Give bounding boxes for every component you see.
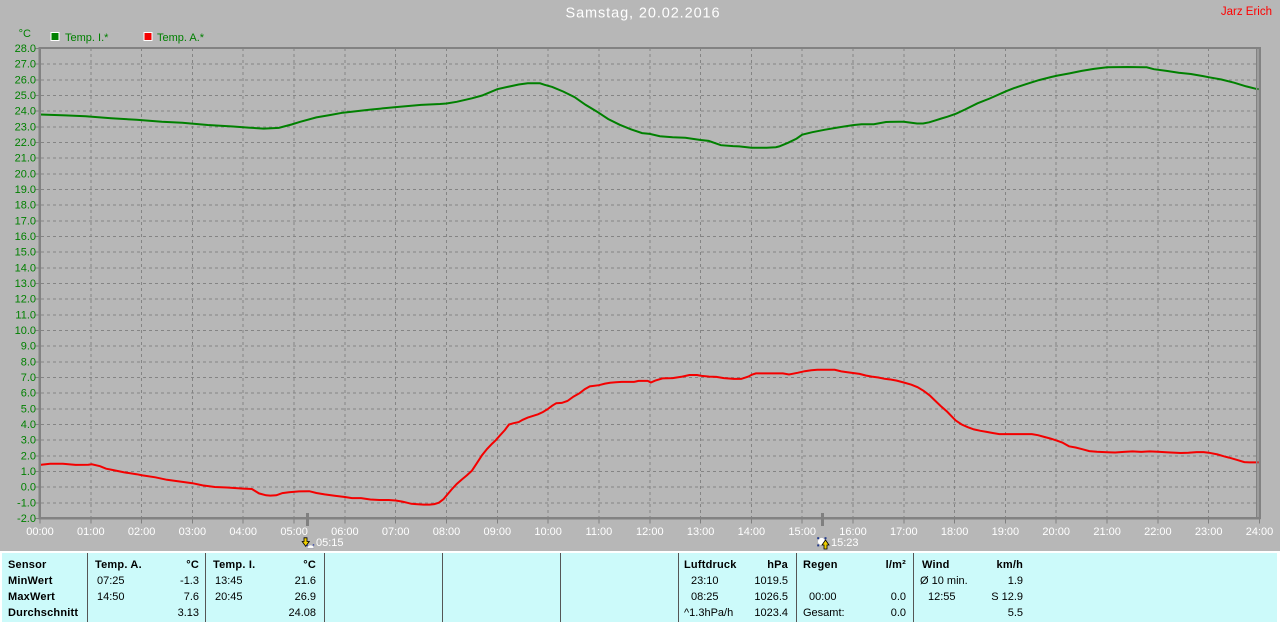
- svg-text:15:23: 15:23: [831, 537, 859, 549]
- svg-text:22:00: 22:00: [1144, 526, 1172, 538]
- svg-text:8.0: 8.0: [21, 356, 36, 368]
- svg-text:11:00: 11:00: [586, 526, 613, 538]
- svg-text:13:00: 13:00: [687, 526, 715, 538]
- svg-text:08:00: 08:00: [433, 526, 461, 538]
- svg-text:10:00: 10:00: [534, 526, 562, 538]
- svg-text:18.0: 18.0: [15, 200, 36, 212]
- svg-text:06:00: 06:00: [331, 526, 359, 538]
- svg-text:2.0: 2.0: [21, 450, 36, 462]
- svg-text:15.0: 15.0: [15, 247, 36, 259]
- svg-text:21:00: 21:00: [1093, 526, 1121, 538]
- svg-text:07:00: 07:00: [382, 526, 410, 538]
- svg-text:22.0: 22.0: [15, 137, 36, 149]
- svg-text:00:00: 00:00: [26, 526, 54, 538]
- svg-text:05:15: 05:15: [316, 537, 344, 549]
- svg-text:17:00: 17:00: [890, 526, 918, 538]
- svg-text:26.0: 26.0: [15, 74, 36, 86]
- svg-text:17.0: 17.0: [15, 215, 36, 227]
- svg-text:-2.0: -2.0: [17, 513, 36, 525]
- svg-text:19.0: 19.0: [15, 184, 36, 196]
- svg-text:11.0: 11.0: [15, 309, 36, 321]
- svg-text:Temp. A.*: Temp. A.*: [157, 32, 205, 44]
- svg-text:23.0: 23.0: [15, 121, 36, 133]
- svg-text:21.0: 21.0: [15, 153, 36, 165]
- svg-text:Temp. I.*: Temp. I.*: [65, 32, 109, 44]
- svg-text:20.0: 20.0: [15, 168, 36, 180]
- svg-text:1.0: 1.0: [21, 466, 36, 478]
- svg-text:10.0: 10.0: [15, 325, 36, 337]
- svg-text:01:00: 01:00: [77, 526, 105, 538]
- svg-text:15:00: 15:00: [788, 526, 816, 538]
- svg-text:12:00: 12:00: [636, 526, 664, 538]
- svg-text:24.0: 24.0: [15, 106, 36, 118]
- svg-text:23:00: 23:00: [1195, 526, 1223, 538]
- svg-text:6.0: 6.0: [21, 388, 36, 400]
- svg-text:28.0: 28.0: [15, 43, 36, 55]
- svg-text:Samstag, 20.02.2016: Samstag, 20.02.2016: [566, 6, 721, 22]
- svg-text:03:00: 03:00: [179, 526, 207, 538]
- svg-text:13.0: 13.0: [15, 278, 36, 290]
- svg-text:3.0: 3.0: [21, 435, 36, 447]
- svg-text:19:00: 19:00: [992, 526, 1020, 538]
- svg-text:14:00: 14:00: [738, 526, 766, 538]
- svg-text:09:00: 09:00: [484, 526, 512, 538]
- svg-text:04:00: 04:00: [229, 526, 257, 538]
- svg-text:27.0: 27.0: [15, 59, 36, 71]
- svg-text:05:00: 05:00: [280, 526, 308, 538]
- svg-text:20:00: 20:00: [1042, 526, 1070, 538]
- svg-text:5.0: 5.0: [21, 403, 36, 415]
- svg-text:25.0: 25.0: [15, 90, 36, 102]
- svg-text:18:00: 18:00: [941, 526, 969, 538]
- svg-text:9.0: 9.0: [21, 341, 36, 353]
- svg-text:°C: °C: [19, 28, 31, 40]
- svg-text:14.0: 14.0: [15, 262, 36, 274]
- svg-text:24:00: 24:00: [1246, 526, 1274, 538]
- svg-text:-1.0: -1.0: [17, 497, 36, 509]
- svg-text:4.0: 4.0: [21, 419, 36, 431]
- svg-text:16.0: 16.0: [15, 231, 36, 243]
- svg-text:Jarz Erich: Jarz Erich: [1221, 6, 1272, 18]
- svg-text:02:00: 02:00: [128, 526, 156, 538]
- svg-text:12.0: 12.0: [15, 294, 36, 306]
- svg-text:7.0: 7.0: [21, 372, 36, 384]
- svg-text:16:00: 16:00: [839, 526, 867, 538]
- svg-text:0.0: 0.0: [21, 482, 36, 494]
